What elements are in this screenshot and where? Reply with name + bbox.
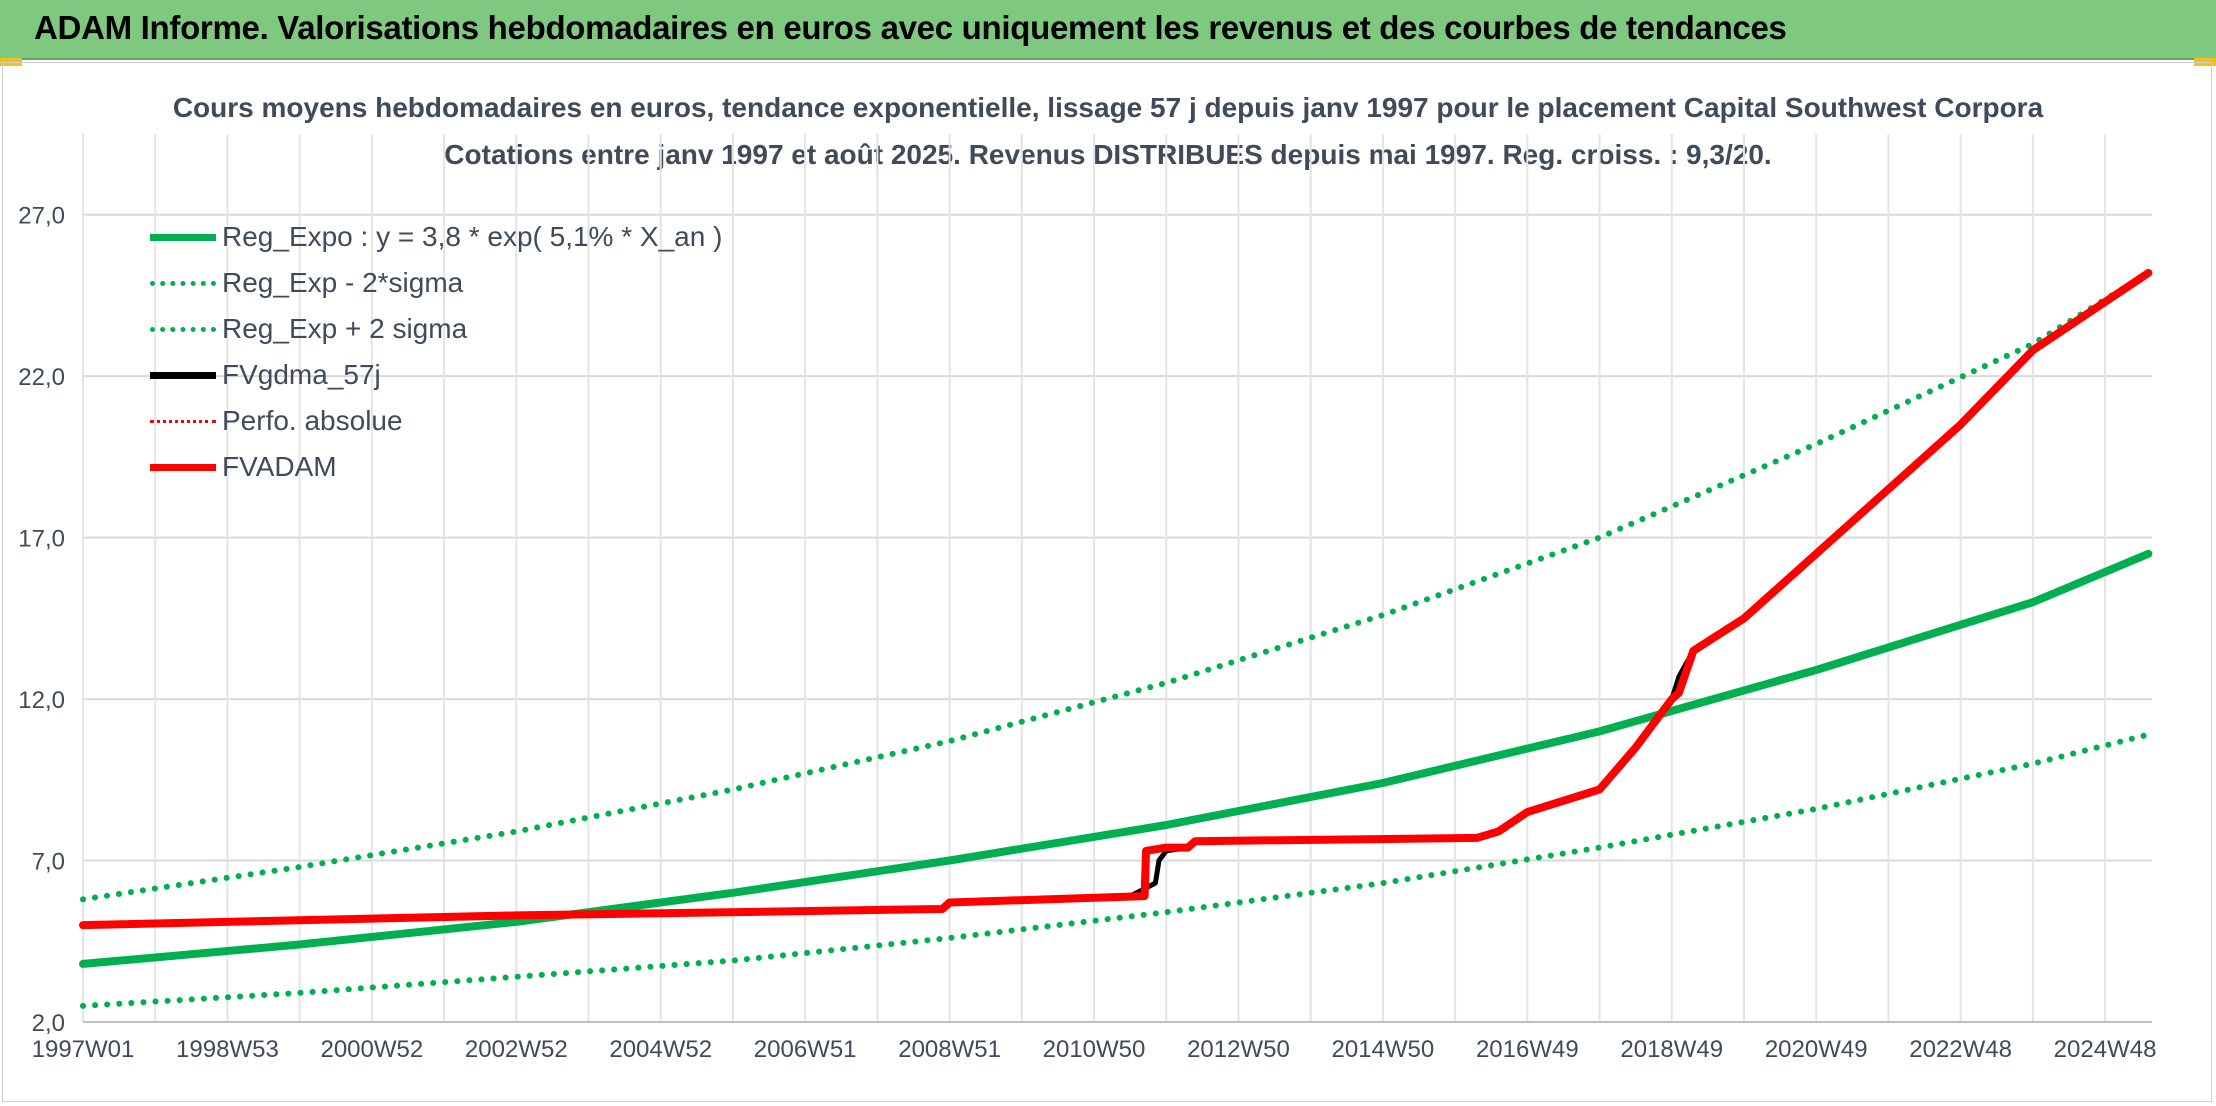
x-tick-label: 2016W49 xyxy=(1476,1036,1579,1063)
legend-item-reg-exp-minus: Reg_Exp - 2*sigma xyxy=(150,260,722,306)
x-tick-label: 2010W50 xyxy=(1043,1036,1146,1063)
series-line-2 xyxy=(80,269,2152,903)
x-tick-label: 2008W51 xyxy=(898,1036,1001,1063)
report-header: ADAM Informe. Valorisations hebdomadaire… xyxy=(0,0,2216,60)
y-tick-label: 2,0 xyxy=(32,1010,65,1037)
legend-label-reg-exp-plus: Reg_Exp + 2 sigma xyxy=(222,313,468,344)
x-tick-label: 2022W48 xyxy=(1909,1036,2012,1063)
chart-legend: Reg_Expo : y = 3,8 * exp( 5,1% * X_an ) … xyxy=(150,214,722,490)
chart-title-line-2: Cotations entre janv 1997 et août 2025. … xyxy=(444,139,1772,170)
x-tick-label: 2012W50 xyxy=(1187,1036,1290,1063)
legend-swatch-reg-exp-plus xyxy=(150,326,216,332)
y-tick-label: 7,0 xyxy=(32,849,65,876)
y-tick-label: 22,0 xyxy=(18,364,65,391)
legend-label-reg-expo: Reg_Expo : y = 3,8 * exp( 5,1% * X_an ) xyxy=(222,221,723,252)
legend-swatch-fvgdma xyxy=(150,371,216,379)
legend-swatch-fvadam xyxy=(150,463,216,471)
x-tick-label: 2024W48 xyxy=(2054,1036,2157,1063)
series-line-1 xyxy=(80,731,2152,1009)
chart-title-line-1: Cours moyens hebdomadaires en euros, ten… xyxy=(172,92,2044,123)
legend-label-perfo: Perfo. absolue xyxy=(222,405,403,436)
legend-label-fvadam: FVADAM xyxy=(222,451,337,482)
legend-item-fvadam: FVADAM xyxy=(150,444,722,490)
legend-item-fvgdma: FVgdma_57j xyxy=(150,352,722,398)
x-tick-label: 2006W51 xyxy=(754,1036,857,1063)
legend-item-reg-exp-plus: Reg_Exp + 2 sigma xyxy=(150,306,722,352)
y-tick-label: 17,0 xyxy=(18,526,65,553)
legend-label-reg-exp-minus: Reg_Exp - 2*sigma xyxy=(222,267,464,298)
x-tick-label: 2000W52 xyxy=(320,1036,423,1063)
x-tick-label: 1998W53 xyxy=(176,1036,279,1063)
legend-item-reg-expo: Reg_Expo : y = 3,8 * exp( 5,1% * X_an ) xyxy=(150,214,722,260)
x-tick-label: 2014W50 xyxy=(1332,1036,1435,1063)
legend-item-perfo: Perfo. absolue xyxy=(150,398,722,444)
legend-swatch-perfo xyxy=(150,419,216,423)
chart-frame xyxy=(2,62,2212,1102)
report-title: ADAM Informe. Valorisations hebdomadaire… xyxy=(34,9,1787,46)
x-tick-label: 2020W49 xyxy=(1765,1036,1868,1063)
x-tick-label: 1997W01 xyxy=(32,1036,135,1063)
legend-swatch-reg-exp-minus xyxy=(150,280,216,286)
series-line-0 xyxy=(79,549,2153,968)
y-tick-label: 12,0 xyxy=(18,687,65,714)
x-tick-label: 2004W52 xyxy=(609,1036,712,1063)
x-tick-label: 2002W52 xyxy=(465,1036,568,1063)
y-tick-label: 27,0 xyxy=(18,203,65,230)
x-tick-label: 2018W49 xyxy=(1620,1036,1723,1063)
legend-label-fvgdma: FVgdma_57j xyxy=(222,359,381,390)
legend-swatch-reg-expo xyxy=(150,233,216,241)
series-line-5 xyxy=(79,268,2153,930)
